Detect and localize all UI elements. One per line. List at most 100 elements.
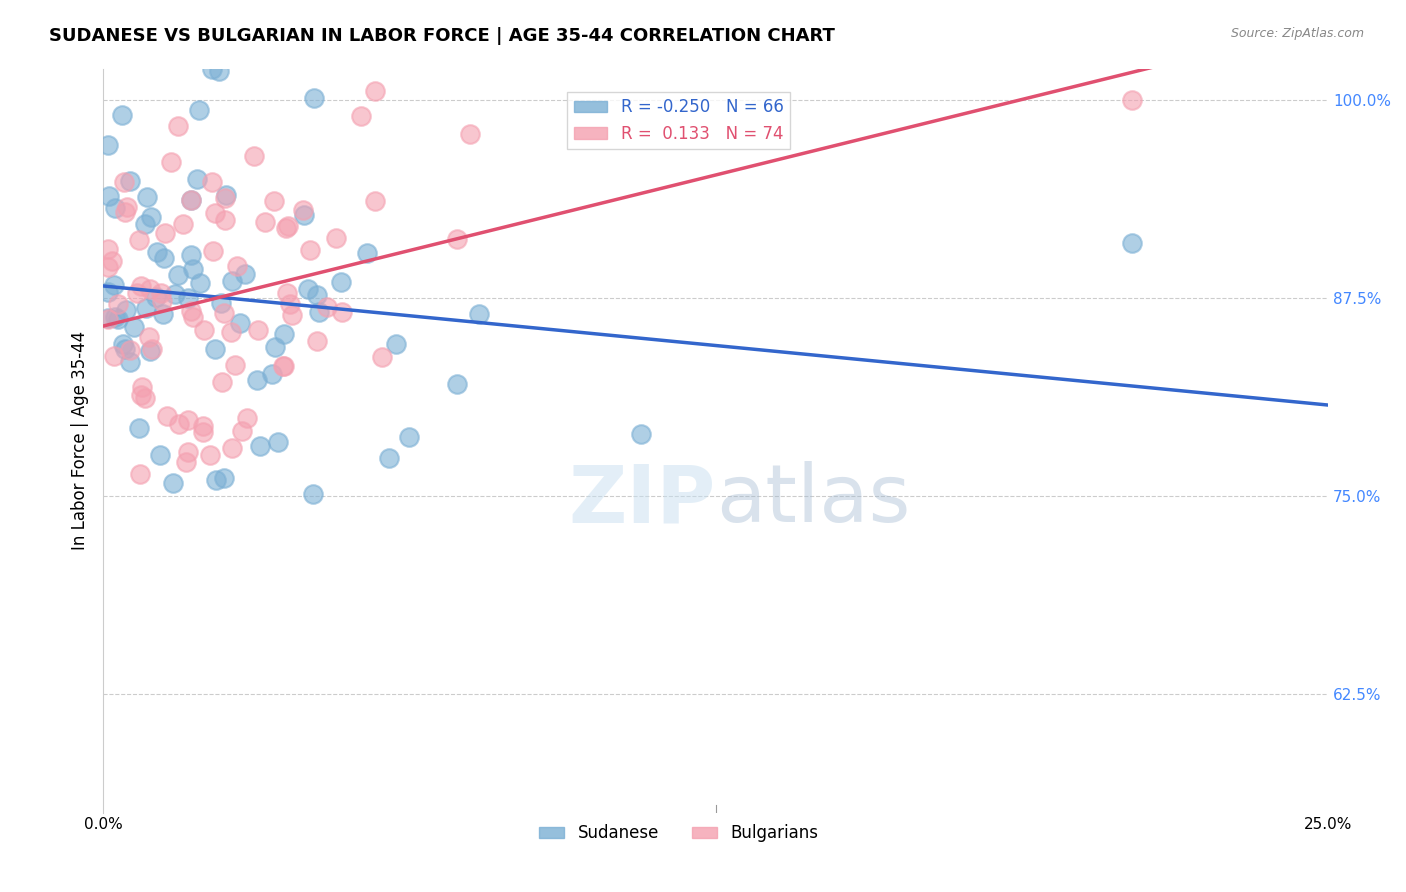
Point (209, 295, 232, 310)
Point (246, 373, 269, 387)
Point (201, 175, 224, 189)
Point (103, 350, 125, 364)
Point (226, 259, 249, 273)
Point (162, 476, 184, 491)
Point (446, 231, 468, 245)
Point (176, 413, 198, 427)
Point (204, 473, 226, 487)
Point (176, 291, 198, 305)
Point (136, 190, 159, 204)
Point (104, 202, 127, 216)
Point (193, 323, 215, 337)
Point (128, 233, 150, 247)
Point (271, 359, 294, 373)
Point (138, 330, 160, 344)
Point (167, 119, 190, 133)
Point (198, 448, 221, 462)
Point (141, 342, 163, 356)
Point (180, 303, 202, 318)
Point (247, 323, 270, 337)
Point (364, 194, 387, 208)
Point (98, 189, 121, 203)
Point (160, 154, 183, 169)
Point (180, 194, 202, 208)
Point (134, 391, 156, 405)
Point (125, 285, 148, 300)
Point (385, 336, 408, 351)
Point (219, 326, 242, 340)
Point (131, 380, 153, 394)
Point (221, 274, 243, 288)
Point (204, 206, 226, 220)
Point (153, 226, 176, 240)
Point (107, 297, 129, 311)
Point (467, 308, 489, 322)
Point (263, 194, 285, 208)
Point (1121, 235, 1143, 250)
Point (350, 109, 373, 123)
Point (97, 311, 120, 326)
Point (180, 248, 202, 262)
Point (120, 174, 142, 188)
Point (97, 243, 120, 257)
Y-axis label: In Labor Force | Age 35-44: In Labor Force | Age 35-44 (72, 331, 89, 550)
Point (191, 419, 214, 434)
Point (630, 427, 652, 442)
Point (307, 288, 329, 302)
Point (1121, 93, 1143, 107)
Point (211, 375, 233, 389)
Point (104, 310, 127, 325)
Point (114, 302, 136, 317)
Point (356, 246, 378, 260)
Point (262, 367, 284, 381)
Point (292, 208, 315, 222)
Point (254, 215, 277, 229)
Text: Source: ZipAtlas.com: Source: ZipAtlas.com (1230, 27, 1364, 40)
Point (446, 376, 468, 391)
Point (139, 282, 162, 296)
Point (208, 63, 231, 78)
Point (307, 334, 329, 349)
Point (458, 127, 481, 141)
Point (277, 219, 299, 233)
Point (330, 275, 353, 289)
Point (167, 417, 190, 431)
Point (202, 244, 225, 259)
Point (149, 448, 172, 462)
Point (398, 430, 420, 444)
Point (139, 344, 162, 359)
Point (124, 320, 146, 334)
Point (212, 305, 235, 319)
Point (299, 243, 322, 257)
Point (120, 355, 142, 369)
Point (128, 467, 150, 481)
Point (236, 410, 259, 425)
Point (278, 297, 301, 311)
Point (224, 358, 246, 372)
Text: SUDANESE VS BULGARIAN IN LABOR FORCE | AGE 35-44 CORRELATION CHART: SUDANESE VS BULGARIAN IN LABOR FORCE | A… (49, 27, 835, 45)
Point (281, 308, 304, 322)
Point (204, 343, 226, 357)
Point (134, 217, 156, 231)
Point (325, 230, 347, 244)
Point (377, 450, 399, 465)
Point (152, 306, 174, 320)
Point (129, 278, 152, 293)
Point (201, 62, 224, 77)
Point (330, 304, 353, 318)
Legend: R = -0.250   N = 66, R =  0.133   N = 74: R = -0.250 N = 66, R = 0.133 N = 74 (568, 92, 790, 149)
Point (112, 175, 135, 189)
Point (273, 326, 295, 341)
Point (301, 487, 323, 501)
Point (364, 84, 387, 98)
Point (156, 409, 179, 423)
Point (163, 286, 186, 301)
Point (273, 359, 295, 374)
Point (150, 285, 173, 300)
Point (114, 205, 136, 219)
Point (188, 276, 211, 290)
Point (107, 312, 129, 326)
Point (177, 445, 200, 459)
Point (117, 200, 139, 214)
Point (297, 282, 319, 296)
